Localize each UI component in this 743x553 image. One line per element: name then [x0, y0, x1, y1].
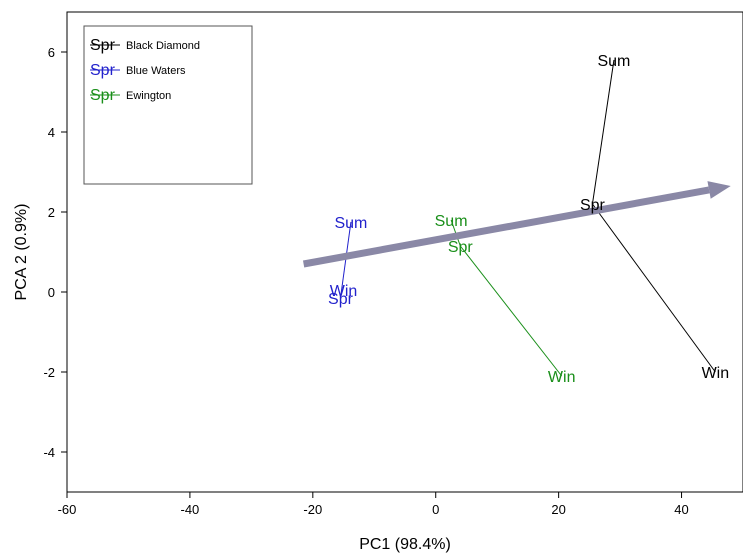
plot-area-frame — [66, 11, 743, 493]
trend-arrow-shaft — [302, 186, 710, 268]
x-tick-label: -40 — [181, 502, 200, 517]
point-label: Win — [330, 283, 358, 300]
trajectory-segment — [592, 203, 716, 373]
x-axis-title: PC1 (98.4%) — [359, 536, 451, 553]
y-tick-label: -4 — [43, 445, 55, 460]
legend-box — [83, 25, 253, 185]
trend-arrow — [302, 181, 731, 268]
y-axis: -4 -2 0 2 4 6 — [43, 45, 67, 460]
trajectory-segment — [591, 59, 615, 205]
legend-label: Black Diamond — [126, 40, 200, 52]
point-label: Sum — [334, 215, 367, 232]
trajectory-segment — [459, 245, 563, 377]
trajectory-segment — [339, 221, 352, 299]
legend-label: Ewington — [126, 90, 171, 102]
point-label: Win — [548, 369, 576, 386]
y-tick-label: 2 — [48, 205, 55, 220]
trend-arrow-head — [707, 181, 731, 199]
y-tick-label: -2 — [43, 365, 55, 380]
y-tick-label: 4 — [48, 125, 55, 140]
legend-label: Blue Waters — [126, 65, 186, 77]
point-label: Win — [702, 365, 730, 382]
y-tick-label: 6 — [48, 45, 55, 60]
point-label: Spr — [580, 197, 606, 214]
y-axis-title: PCA 2 (0.9%) — [13, 204, 30, 301]
x-axis: -60 -40 -20 0 20 40 — [58, 492, 689, 517]
y-tick-label: 0 — [48, 285, 55, 300]
x-tick-label: -60 — [58, 502, 77, 517]
x-tick-label: -20 — [303, 502, 322, 517]
x-tick-label: 40 — [674, 502, 688, 517]
point-label: Spr — [328, 291, 354, 308]
x-tick-label: 20 — [551, 502, 565, 517]
point-label: Sum — [597, 53, 630, 70]
x-tick-label: 0 — [432, 502, 439, 517]
point-label: Spr — [448, 239, 474, 256]
trajectory-lines — [339, 59, 716, 377]
point-label: Sum — [435, 213, 468, 230]
